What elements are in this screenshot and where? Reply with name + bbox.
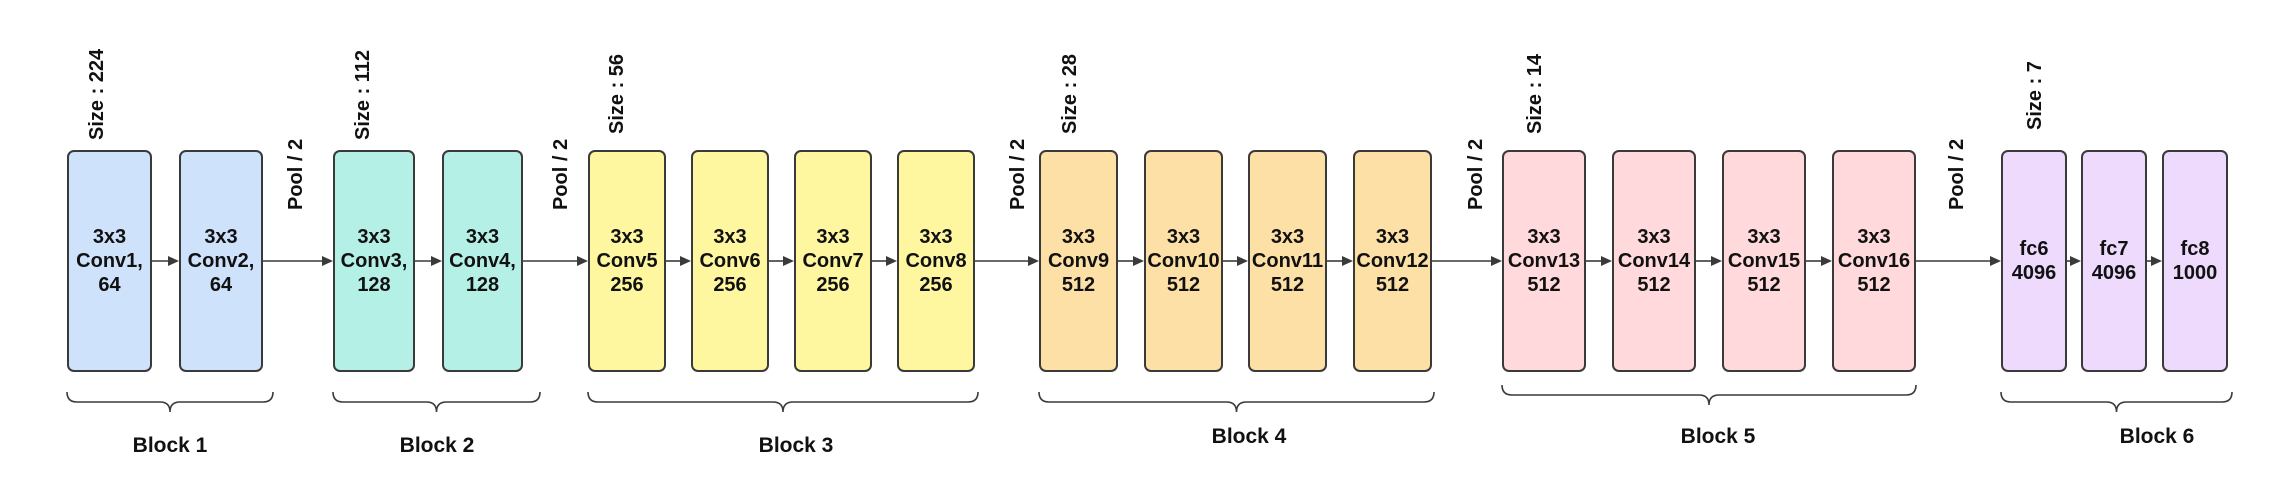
block-label-6: Block 6 — [2119, 425, 2195, 448]
layer-conv6: 3x3 Conv6 256 — [691, 150, 769, 372]
size-label-block3: Size : 56 — [606, 53, 628, 134]
layer-conv14: 3x3 Conv14 512 — [1612, 150, 1696, 372]
layer-conv12-label: 3x3 Conv12 512 — [1356, 226, 1429, 296]
size-label-block1: Size : 224 — [86, 48, 108, 140]
size-label-block5: Size : 14 — [1524, 53, 1546, 134]
block-brace — [587, 391, 979, 413]
size-label-block2: Size : 112 — [352, 49, 374, 140]
layer-conv13-label: 3x3 Conv13 512 — [1507, 226, 1581, 296]
arrow-head — [168, 256, 179, 266]
layer-conv16: 3x3 Conv16 512 — [1832, 150, 1916, 372]
arrow-head — [2151, 256, 2162, 266]
layer-conv3-label: 3x3 Conv3, 128 — [340, 226, 408, 296]
layer-conv5: 3x3 Conv5 256 — [588, 150, 666, 372]
layer-fc7: fc7 4096 — [2081, 150, 2147, 372]
block-brace — [1501, 384, 1917, 406]
arrow-head — [431, 256, 442, 266]
arrow-head — [1601, 256, 1612, 266]
layer-conv4-label: 3x3 Conv4, 128 — [449, 226, 516, 296]
layer-conv10-label: 3x3 Conv10 512 — [1147, 226, 1220, 296]
layer-conv9-label: 3x3 Conv9 512 — [1047, 226, 1110, 296]
arrow-head — [783, 256, 794, 266]
layer-conv10: 3x3 Conv10 512 — [1144, 150, 1223, 372]
layer-conv7-label: 3x3 Conv7 256 — [802, 226, 864, 296]
layer-conv8: 3x3 Conv8 256 — [897, 150, 975, 372]
layer-conv7: 3x3 Conv7 256 — [794, 150, 872, 372]
arrow-head — [577, 256, 588, 266]
arrow-head — [1491, 256, 1502, 266]
block-label-3: Block 3 — [758, 434, 834, 457]
layer-conv12: 3x3 Conv12 512 — [1353, 150, 1432, 372]
layer-conv15: 3x3 Conv15 512 — [1722, 150, 1806, 372]
size-label-block4: Size : 28 — [1059, 53, 1081, 134]
layer-conv16-label: 3x3 Conv16 512 — [1837, 226, 1911, 296]
arrow-head — [322, 256, 333, 266]
pool-label-4: Pool / 2 — [1465, 138, 1487, 210]
arrow-head — [1342, 256, 1353, 266]
layer-conv11-label: 3x3 Conv11 512 — [1251, 226, 1324, 296]
block-label-2: Block 2 — [399, 434, 475, 457]
layer-conv14-label: 3x3 Conv14 512 — [1617, 226, 1691, 296]
layer-conv6-label: 3x3 Conv6 256 — [699, 226, 761, 296]
arrow-head — [1028, 256, 1039, 266]
layer-fc6: fc6 4096 — [2001, 150, 2067, 372]
block-brace — [332, 391, 541, 413]
layer-conv4: 3x3 Conv4, 128 — [442, 150, 523, 372]
pool-label-2: Pool / 2 — [550, 138, 572, 210]
layer-conv13: 3x3 Conv13 512 — [1502, 150, 1586, 372]
size-label-block6: Size : 7 — [2024, 61, 2046, 130]
layer-conv9: 3x3 Conv9 512 — [1039, 150, 1118, 372]
layer-fc6-label: fc6 4096 — [2011, 238, 2057, 284]
arrow-head — [2070, 256, 2081, 266]
layer-conv8-label: 3x3 Conv8 256 — [905, 226, 967, 296]
block-brace — [66, 391, 274, 413]
layer-fc8: fc8 1000 — [2162, 150, 2228, 372]
layer-conv11: 3x3 Conv11 512 — [1248, 150, 1327, 372]
layer-conv15-label: 3x3 Conv15 512 — [1727, 226, 1801, 296]
arrow-head — [1990, 256, 2001, 266]
arrow-head — [1711, 256, 1722, 266]
block-label-5: Block 5 — [1680, 425, 1756, 448]
layer-conv5-label: 3x3 Conv5 256 — [596, 226, 658, 296]
arrow-head — [1133, 256, 1144, 266]
arrow-head — [1821, 256, 1832, 266]
block-label-4: Block 4 — [1211, 425, 1287, 448]
layer-fc7-label: fc7 4096 — [2091, 238, 2137, 284]
layer-conv1: 3x3 Conv1, 64 — [67, 150, 152, 372]
pool-label-3: Pool / 2 — [1007, 138, 1029, 210]
layer-conv3: 3x3 Conv3, 128 — [333, 150, 415, 372]
block-label-1: Block 1 — [132, 434, 208, 457]
pool-label-1: Pool / 2 — [285, 138, 307, 210]
block-brace — [2000, 391, 2233, 413]
pool-label-5: Pool / 2 — [1946, 138, 1968, 210]
layer-conv1-label: 3x3 Conv1, 64 — [76, 226, 143, 296]
arrow-head — [680, 256, 691, 266]
layer-conv2-label: 3x3 Conv2, 64 — [187, 226, 255, 296]
block-brace — [1038, 391, 1435, 413]
layer-fc8-label: fc8 1000 — [2172, 238, 2218, 284]
layer-conv2: 3x3 Conv2, 64 — [179, 150, 263, 372]
arrow-head — [886, 256, 897, 266]
arrow-head — [1237, 256, 1248, 266]
